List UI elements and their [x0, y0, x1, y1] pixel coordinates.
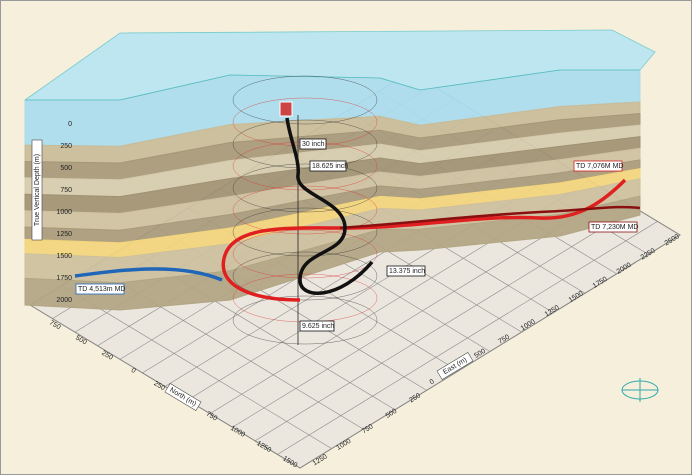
depth-label: 500 [60, 165, 72, 172]
black-well [285, 117, 374, 295]
strata-layer [24, 195, 641, 311]
axis-label: 0 [130, 367, 137, 375]
axis-title-box [436, 352, 474, 380]
darkred-well [339, 205, 641, 230]
depth-label: 1750 [56, 275, 72, 282]
depth-label: 1250 [56, 231, 72, 238]
depth-label: 1000 [56, 209, 72, 216]
rig [279, 101, 293, 117]
tag-box [75, 283, 125, 295]
spiral-ring [232, 185, 378, 235]
depth-label: 0 [68, 121, 72, 128]
spiral-ring [232, 119, 378, 169]
spiral-ring [232, 207, 378, 257]
depth-label: 2000 [56, 297, 72, 304]
axis-title-box [164, 383, 202, 411]
grid-line [277, 221, 658, 455]
blue-well [74, 267, 223, 282]
depth-title: True Vertical Depth (m) [34, 154, 41, 226]
tag-text: 30 inch [302, 141, 325, 148]
spiral-ring [232, 229, 378, 279]
grid-line [299, 234, 681, 469]
depth-label: 1500 [56, 253, 72, 260]
tag-text: TD 7,230M MD [591, 224, 638, 231]
tag-box [309, 160, 347, 172]
depth-label: 250 [60, 143, 72, 150]
axis-label: 0 [429, 378, 436, 386]
spiral-ring [232, 295, 378, 345]
tag-box [573, 160, 623, 172]
depth-label: 750 [60, 187, 72, 194]
tag-box [386, 265, 426, 277]
tag-text: 18.625 inch [312, 163, 348, 170]
depth-title-box [31, 139, 43, 241]
spiral-ring [232, 163, 378, 213]
block-outline [25, 69, 640, 101]
tag-box [588, 221, 638, 233]
spiral-ring [232, 251, 378, 301]
tag-text: TD 7,076M MD [576, 163, 623, 170]
tag-box [299, 138, 327, 150]
tag-text: TD 4,513m MD [78, 286, 125, 293]
tag-text: 9.625 inch [302, 323, 334, 330]
spiral-ring [232, 75, 378, 125]
tag-text: 13.375 inch [389, 268, 425, 275]
tag-box [299, 320, 335, 332]
